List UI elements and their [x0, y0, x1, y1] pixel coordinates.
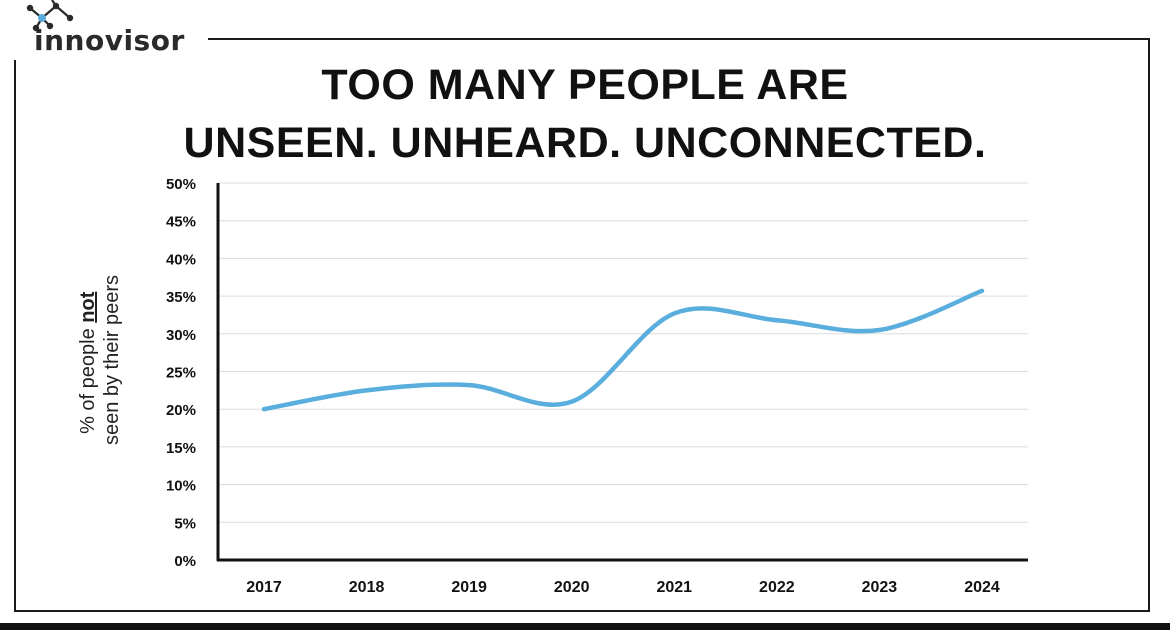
- title-line-1: TOO MANY PEOPLE ARE: [321, 61, 849, 109]
- title-line-2: UNSEEN. UNHEARD. UNCONNECTED.: [183, 119, 987, 167]
- axes: [216, 183, 1028, 562]
- bottom-bar: [0, 623, 1170, 630]
- y-tick-label: 40%: [166, 251, 196, 268]
- x-tick-label: 2022: [759, 579, 795, 596]
- x-tick-label: 2021: [656, 579, 692, 596]
- logo: innovisor: [8, 0, 208, 60]
- x-tick-label: 2019: [451, 579, 487, 596]
- y-tick-label: 30%: [166, 327, 196, 344]
- y-tick-label: 20%: [166, 402, 196, 419]
- y-tick-label: 50%: [166, 176, 196, 193]
- y-axis-label: % of people not seen by their peers: [77, 275, 123, 445]
- y-tick-labels: 0% 5% 10% 15% 20% 25% 30% 35% 40% 45% 50%: [166, 176, 196, 570]
- chart-title: TOO MANY PEOPLE ARE UNSEEN. UNHEARD. UNC…: [0, 56, 1170, 172]
- network-nodes-icon: [26, 0, 74, 32]
- y-axis-label-emphasis: not: [77, 291, 99, 322]
- x-tick-label: 2020: [554, 579, 590, 596]
- y-tick-label: 35%: [166, 289, 196, 306]
- y-tick-label: 5%: [174, 515, 196, 532]
- y-axis-label-part-a: % of people: [77, 323, 99, 434]
- brand-name: innovisor: [34, 24, 185, 57]
- chart-frame: [14, 38, 1150, 612]
- x-tick-labels: 2017 2018 2019 2020 2021 2022 2023 2024: [246, 579, 1000, 596]
- y-tick-label: 45%: [166, 214, 196, 231]
- series-lines: [261, 288, 985, 412]
- y-tick-label: 15%: [166, 440, 196, 457]
- gridlines: [218, 182, 1028, 523]
- y-tick-label: 0%: [174, 553, 196, 570]
- x-tick-label: 2018: [349, 579, 385, 596]
- y-axis-label-line-1: % of people not: [77, 286, 99, 434]
- x-tick-label: 2023: [862, 579, 898, 596]
- y-tick-label: 25%: [166, 365, 196, 382]
- series-line-0: [261, 288, 985, 412]
- y-axis-label-line-2: seen by their peers: [101, 275, 123, 445]
- x-tick-label: 2017: [246, 579, 282, 596]
- x-tick-label: 2024: [964, 579, 1000, 596]
- y-tick-label: 10%: [166, 478, 196, 495]
